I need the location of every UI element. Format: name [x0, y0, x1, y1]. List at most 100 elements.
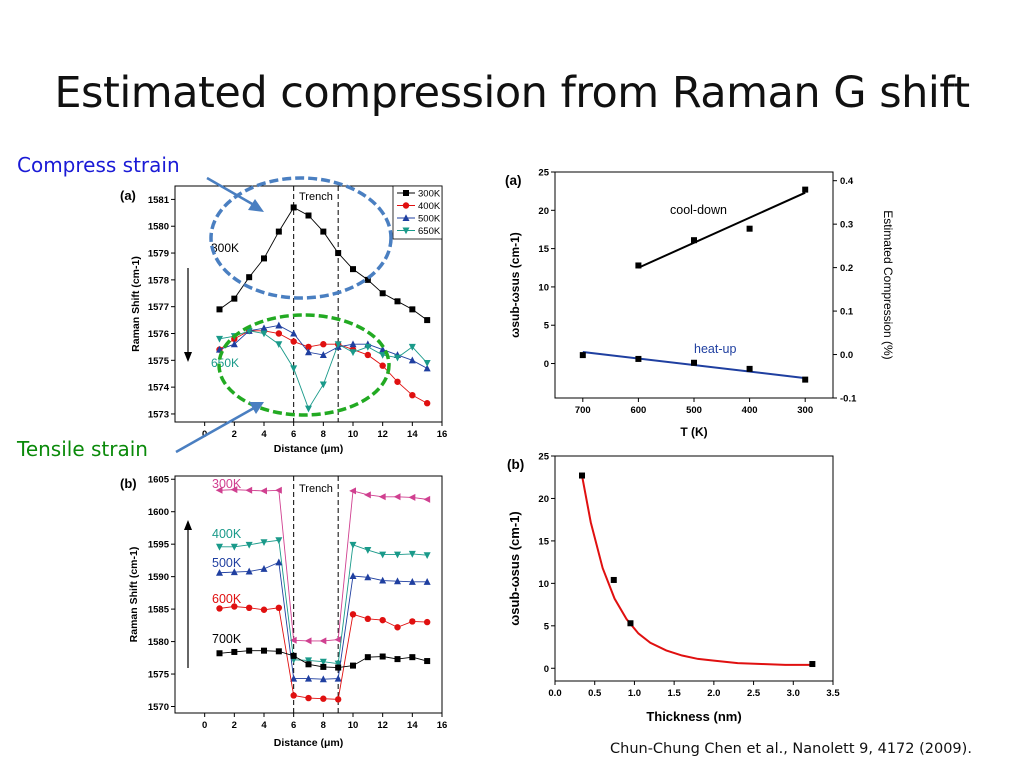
- data-point: [305, 657, 312, 665]
- data-point: [275, 648, 282, 655]
- y-tick-label: 20: [538, 494, 549, 505]
- data-point: [379, 653, 386, 660]
- y-tick-label: 1575: [148, 356, 170, 367]
- y2-tick-label: 0.0: [840, 350, 853, 361]
- data-point: [635, 355, 642, 362]
- data-point: [334, 696, 342, 703]
- data-point: [379, 551, 387, 559]
- data-point: [231, 603, 238, 610]
- data-point: [304, 637, 312, 645]
- data-point: [230, 340, 238, 348]
- data-point: [378, 493, 386, 501]
- annotation-600k: 600K: [212, 592, 242, 606]
- data-point: [424, 317, 431, 324]
- data-point: [320, 341, 327, 348]
- data-point: [394, 354, 401, 362]
- data-point: [245, 567, 253, 575]
- annotation-300k: 300K: [212, 477, 242, 491]
- annotation-heat-up: heat-up: [694, 342, 736, 356]
- data-point: [290, 329, 298, 337]
- x-tick-label: 300: [797, 405, 813, 416]
- data-point: [379, 351, 387, 359]
- y-tick-label: 1577: [148, 302, 169, 313]
- data-point: [610, 576, 617, 583]
- data-point: [305, 212, 312, 219]
- data-point: [379, 362, 386, 369]
- panel-label: (a): [120, 188, 136, 203]
- x-tick-label: 400: [742, 405, 758, 416]
- data-point: [364, 547, 372, 554]
- data-point: [320, 228, 327, 235]
- data-point: [261, 647, 267, 654]
- data-point: [409, 391, 416, 399]
- panel-label: (b): [507, 457, 524, 472]
- x-tick-label: 2.5: [747, 688, 761, 699]
- data-point: [364, 573, 372, 581]
- data-point: [320, 663, 327, 670]
- left-a-axes: 0246810121416157315741575157615771578157…: [120, 185, 447, 455]
- data-point: [290, 365, 298, 373]
- data-point: [423, 364, 431, 372]
- x-tick-label: 1.0: [628, 688, 641, 699]
- data-point: [260, 487, 267, 495]
- y-tick-label: 5: [544, 621, 550, 632]
- data-point: [394, 298, 401, 305]
- data-point: [579, 472, 586, 479]
- x-tick-label: 10: [348, 720, 359, 731]
- data-point: [230, 568, 238, 576]
- trench-label: Trench: [299, 483, 333, 495]
- y-axis-label: Raman Shift (cm-1): [130, 256, 142, 352]
- legend-marker: [402, 227, 410, 235]
- x-axis-label: Distance (μm): [274, 443, 343, 455]
- plot-frame: [174, 475, 443, 714]
- y-tick-label: 1581: [148, 195, 170, 206]
- y-tick-label: 1573: [148, 409, 169, 420]
- data-point: [364, 654, 371, 661]
- y-tick-label: 1580: [148, 222, 169, 233]
- data-point: [320, 695, 327, 702]
- data-point: [350, 266, 356, 273]
- panel-label: (b): [120, 476, 137, 491]
- y2-tick-label: -0.1: [840, 394, 857, 405]
- data-point: [802, 186, 809, 193]
- data-point: [809, 661, 816, 668]
- data-point: [334, 674, 342, 682]
- x-axis-label: Thickness (nm): [646, 709, 741, 724]
- annotation-650k: 650K: [211, 356, 239, 370]
- annotation-300k: 300K: [211, 241, 239, 255]
- y-tick-label: 5: [544, 321, 550, 332]
- data-point: [305, 674, 312, 682]
- tensile-strain-label: Tensile strain: [17, 437, 148, 461]
- series-400K: [216, 537, 431, 668]
- fit-curve: [581, 475, 813, 666]
- series-700K: [216, 647, 431, 671]
- legend-marker: [402, 214, 410, 221]
- y-tick-label: 20: [538, 206, 549, 217]
- y-tick-label: 1576: [148, 329, 169, 340]
- data-point: [394, 577, 401, 585]
- data-point: [305, 694, 312, 702]
- tensile-arrow-head: [249, 402, 264, 414]
- y-tick-label: 15: [538, 244, 549, 255]
- data-point: [379, 345, 387, 353]
- data-point: [423, 495, 431, 503]
- plot-frame: [554, 455, 834, 682]
- annotation-700k: 700K: [212, 632, 242, 646]
- data-point: [275, 558, 283, 566]
- data-point: [408, 343, 416, 351]
- data-point: [319, 675, 327, 683]
- x-tick-label: 16: [437, 720, 448, 731]
- x-tick-label: 0.5: [588, 688, 602, 699]
- data-point: [216, 306, 223, 313]
- data-point: [275, 537, 283, 545]
- data-point: [423, 552, 431, 560]
- data-point: [245, 604, 253, 612]
- y-tick-label: 1605: [148, 475, 170, 486]
- data-point: [215, 486, 223, 494]
- data-point: [379, 576, 387, 584]
- x-tick-label: 8: [321, 429, 326, 440]
- series-data: [579, 472, 816, 668]
- data-point: [260, 565, 268, 572]
- y-tick-label: 10: [538, 579, 549, 590]
